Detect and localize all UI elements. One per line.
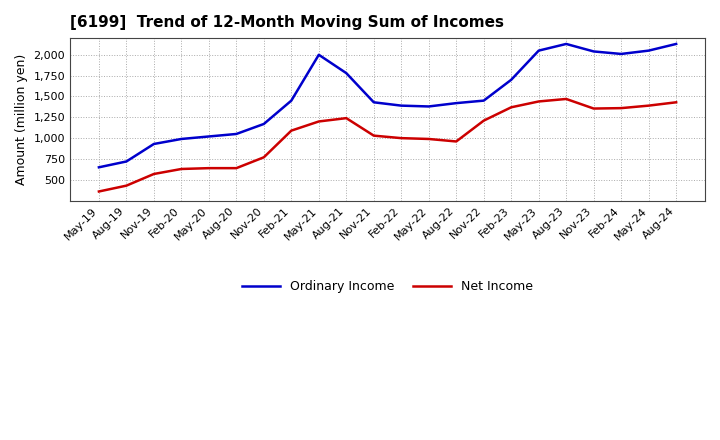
Net Income	[259, 155, 268, 160]
Net Income	[369, 133, 378, 138]
Legend: Ordinary Income, Net Income: Ordinary Income, Net Income	[238, 275, 538, 298]
Ordinary Income	[644, 48, 653, 53]
Net Income	[480, 118, 488, 123]
Net Income	[397, 136, 405, 141]
Ordinary Income	[562, 41, 570, 47]
Net Income	[452, 139, 461, 144]
Ordinary Income	[259, 121, 268, 127]
Text: [6199]  Trend of 12-Month Moving Sum of Incomes: [6199] Trend of 12-Month Moving Sum of I…	[70, 15, 504, 30]
Net Income	[232, 165, 240, 171]
Net Income	[590, 106, 598, 111]
Net Income	[644, 103, 653, 108]
Ordinary Income	[507, 77, 516, 82]
Net Income	[507, 105, 516, 110]
Net Income	[617, 106, 626, 111]
Ordinary Income	[424, 104, 433, 109]
Line: Ordinary Income: Ordinary Income	[99, 44, 676, 167]
Net Income	[122, 183, 131, 188]
Ordinary Income	[232, 131, 240, 136]
Ordinary Income	[342, 70, 351, 76]
Ordinary Income	[122, 159, 131, 164]
Ordinary Income	[480, 98, 488, 103]
Net Income	[94, 189, 103, 194]
Net Income	[342, 115, 351, 121]
Net Income	[534, 99, 543, 104]
Ordinary Income	[150, 141, 158, 147]
Net Income	[315, 119, 323, 124]
Ordinary Income	[369, 99, 378, 105]
Line: Net Income: Net Income	[99, 99, 676, 191]
Ordinary Income	[617, 51, 626, 57]
Net Income	[672, 99, 680, 105]
Net Income	[562, 96, 570, 102]
Ordinary Income	[534, 48, 543, 53]
Ordinary Income	[204, 134, 213, 139]
Ordinary Income	[590, 49, 598, 54]
Ordinary Income	[315, 52, 323, 58]
Net Income	[150, 171, 158, 176]
Net Income	[177, 166, 186, 172]
Net Income	[204, 165, 213, 171]
Y-axis label: Amount (million yen): Amount (million yen)	[15, 54, 28, 185]
Ordinary Income	[452, 100, 461, 106]
Ordinary Income	[672, 41, 680, 47]
Net Income	[424, 136, 433, 142]
Ordinary Income	[397, 103, 405, 108]
Ordinary Income	[287, 98, 296, 103]
Ordinary Income	[94, 165, 103, 170]
Net Income	[287, 128, 296, 133]
Ordinary Income	[177, 136, 186, 142]
